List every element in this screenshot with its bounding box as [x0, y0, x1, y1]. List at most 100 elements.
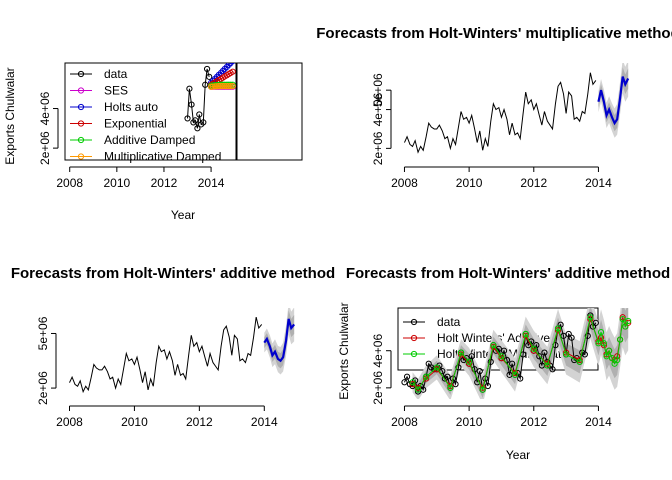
series-point	[202, 81, 209, 88]
series-point	[576, 358, 583, 365]
series-point	[188, 101, 195, 108]
series-point	[597, 329, 605, 336]
prediction-interval-band	[598, 63, 629, 138]
series-point	[444, 373, 451, 380]
panel-hw-multiplicative: Forecasts from Holt-Winters' multiplicat…	[316, 25, 672, 190]
y-tick-label: 4e+06	[371, 334, 385, 368]
series-point	[200, 119, 207, 126]
panel-1-x-label: Year	[171, 208, 195, 222]
series-point	[530, 345, 537, 352]
panel-2-y-ticks: 2e+06 4e+06 5e+06	[371, 73, 385, 165]
legend-label: Exponential	[104, 117, 167, 131]
legend-label: SES	[104, 84, 128, 98]
series-point	[484, 382, 491, 390]
series-point	[563, 351, 570, 358]
plot-area	[401, 308, 632, 399]
series-point	[500, 347, 508, 354]
x-tick-label: 2012	[151, 176, 178, 190]
series-point	[213, 83, 221, 90]
x-tick-label: 2012	[520, 415, 547, 429]
series-point	[192, 117, 199, 124]
series-point	[600, 340, 608, 347]
series-point	[452, 381, 459, 388]
series-point	[466, 358, 473, 365]
plot-area	[69, 308, 296, 394]
series-point	[603, 353, 610, 360]
series-point	[433, 364, 440, 371]
series-point	[449, 375, 457, 382]
panel-2-x-ticks: 2008 2010 2012 2014	[391, 176, 612, 190]
series-point	[223, 83, 230, 90]
inset-plot-frame	[236, 62, 303, 161]
legend-swatch-marker	[410, 318, 418, 326]
legend-label: Multiplicative Damped	[104, 150, 221, 164]
series-point	[219, 83, 226, 90]
y-tick-label: 2e+06	[371, 131, 385, 165]
series-point	[625, 319, 632, 326]
series-point	[498, 353, 505, 360]
legend-swatch-marker	[77, 136, 85, 144]
series-point	[560, 332, 567, 339]
y-tick-label: 4e+06	[371, 92, 385, 126]
legend-swatch-marker	[77, 87, 85, 94]
series-point	[536, 353, 543, 360]
x-tick-label: 2014	[198, 176, 225, 190]
series-point	[517, 375, 524, 382]
legend-swatch-marker	[77, 70, 85, 78]
legend-label: data	[437, 315, 461, 329]
x-tick-label: 2008	[391, 176, 418, 190]
series-point	[229, 68, 236, 75]
legend-swatch-marker	[77, 103, 85, 111]
series-line	[263, 318, 296, 363]
panel-1-x-ticks: 2008 2010 2012 2014	[56, 176, 224, 190]
y-tick-label: 2e+06	[371, 371, 385, 405]
series-point	[414, 386, 422, 393]
series-point	[190, 119, 197, 126]
series-point	[423, 373, 430, 380]
series-point	[186, 85, 193, 92]
series-point	[587, 314, 594, 321]
series-point	[592, 319, 599, 326]
legend-swatch-marker	[410, 350, 418, 358]
series-point	[482, 375, 489, 382]
series-point	[544, 362, 551, 369]
y-axis	[386, 350, 392, 389]
y-axis	[51, 332, 57, 389]
series-point	[229, 83, 236, 90]
series-point	[196, 111, 203, 118]
panel-2-title: Forecasts from Holt-Winters' multiplicat…	[316, 25, 672, 42]
series-point	[608, 355, 616, 362]
series-point	[455, 364, 462, 371]
x-axis	[403, 166, 599, 172]
panel-3-x-ticks: 2008 2010 2012 2014	[56, 415, 278, 429]
x-tick-label: 2012	[520, 176, 547, 190]
series-line	[69, 316, 263, 394]
x-tick-label: 2012	[186, 415, 213, 429]
y-axis	[53, 108, 59, 149]
panel-4-y-label: Exports Chulwalar	[337, 302, 351, 399]
series-point	[184, 115, 191, 122]
x-tick-label: 2008	[56, 415, 83, 429]
series-point	[219, 67, 226, 75]
plot-area	[404, 63, 630, 154]
series-point	[217, 83, 225, 90]
series-point	[565, 330, 572, 338]
series-point	[221, 83, 228, 90]
x-axis	[68, 405, 265, 411]
x-tick-label: 2008	[391, 415, 418, 429]
panel-forecast-comparison: Year Exports Chulwalar 2008 2010 2012 20…	[3, 62, 303, 222]
series-point	[215, 83, 222, 90]
x-tick-label: 2010	[456, 176, 483, 190]
x-tick-label: 2014	[585, 415, 612, 429]
series-point	[209, 83, 217, 90]
series-point	[581, 351, 588, 358]
series-point	[230, 63, 236, 65]
series-point	[606, 347, 613, 354]
legend-label: Additive Damped	[104, 133, 195, 147]
series-point	[206, 73, 213, 80]
x-tick-label: 2010	[456, 415, 483, 429]
series-point	[511, 371, 519, 378]
series-point	[616, 336, 624, 343]
series-point	[211, 83, 219, 90]
